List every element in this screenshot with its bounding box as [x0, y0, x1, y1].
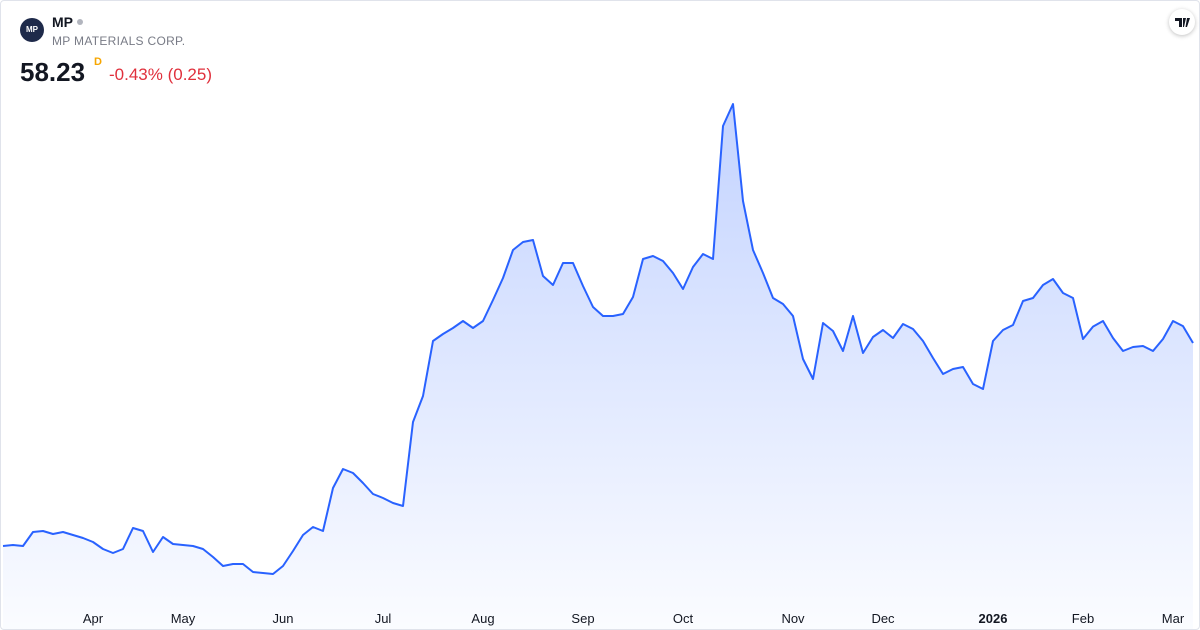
change: -0.43% (0.25) [109, 65, 212, 84]
tv-icon [1175, 18, 1190, 27]
logo: MP [20, 18, 44, 42]
x-tick-label: Nov [781, 611, 805, 626]
x-tick-label: Oct [673, 611, 694, 626]
symbol[interactable]: MP [52, 14, 73, 30]
price-line [2, 103, 1194, 575]
tradingview-logo[interactable] [1169, 9, 1195, 35]
x-tick-label: Feb [1072, 611, 1094, 626]
price: 58.23 [20, 57, 86, 87]
x-tick-label: Apr [83, 611, 104, 626]
resolution: D [94, 56, 102, 68]
status-dot [77, 19, 83, 25]
x-tick-label: Mar [1162, 611, 1185, 626]
x-tick-label: Jun [273, 611, 294, 626]
area-fill [3, 104, 1193, 629]
x-tick-label: Dec [871, 611, 895, 626]
x-tick-label: Jul [375, 611, 392, 626]
symbol-row: MP [52, 14, 83, 30]
x-tick-label: Sep [571, 611, 594, 626]
x-tick-label: Aug [471, 611, 494, 626]
x-tick-label: 2026 [979, 611, 1008, 626]
company-name: MP MATERIALS CORP. [52, 34, 186, 48]
x-tick-label: May [171, 611, 196, 626]
